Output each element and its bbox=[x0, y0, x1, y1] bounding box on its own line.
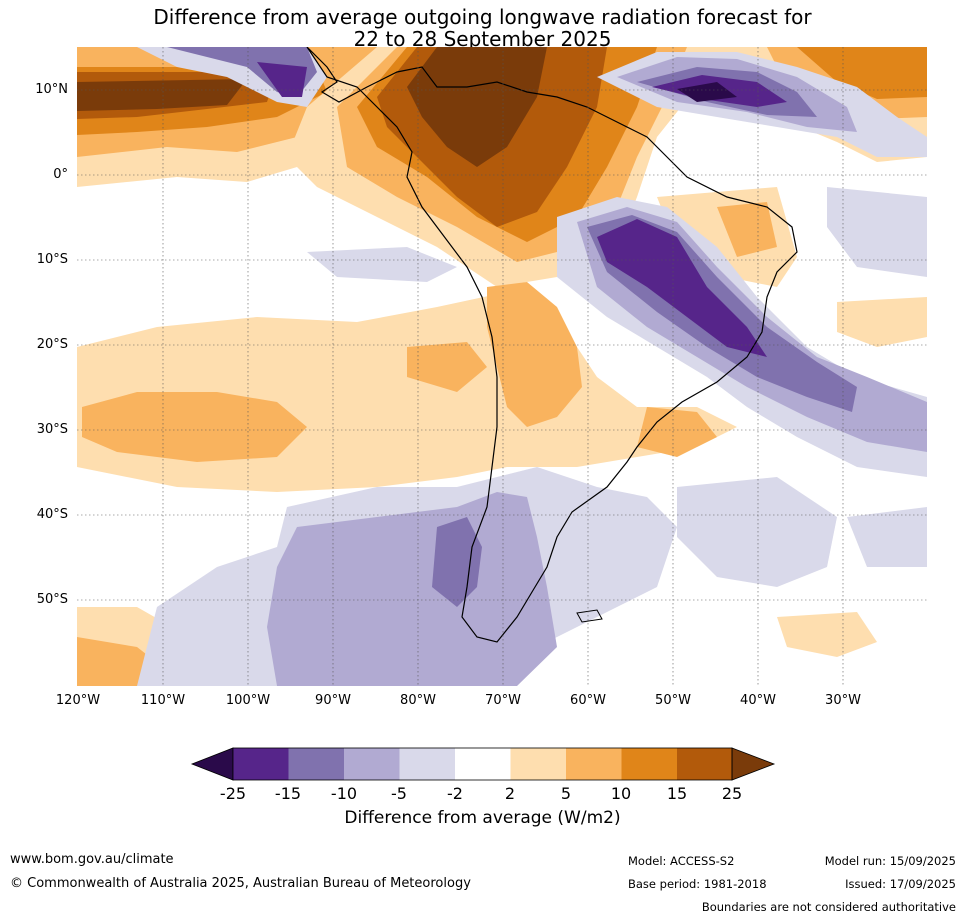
colorbar bbox=[190, 747, 776, 781]
lon-label-50w: 50°W bbox=[655, 693, 691, 708]
colorbar-bin-6 bbox=[510, 748, 566, 780]
coastline bbox=[306, 47, 798, 643]
lon-label-30w: 30°W bbox=[825, 693, 861, 708]
lon-label-120w: 120°W bbox=[55, 693, 101, 708]
colorbar-tick-minus5: -5 bbox=[391, 784, 407, 803]
colorbar-tick-25: 25 bbox=[721, 784, 743, 803]
colorbar-max-arrow bbox=[731, 747, 776, 781]
boundaries-disclaimer: Boundaries are not considered authoritat… bbox=[701, 900, 956, 914]
lat-label-10n: 10°N bbox=[35, 82, 68, 97]
colorbar-tick-minus10: -10 bbox=[330, 784, 358, 803]
colorbar-tick-minus15: -15 bbox=[274, 784, 302, 803]
copyright-notice: © Commonwealth of Australia 2025, Austra… bbox=[10, 876, 471, 891]
base-period: Base period: 1981-2018 bbox=[628, 877, 767, 891]
map-title-line1: Difference from average outgoing longwav… bbox=[153, 5, 812, 29]
colorbar-tick-2: 2 bbox=[504, 784, 516, 803]
gridlines bbox=[77, 47, 927, 686]
colorbar-bin-2 bbox=[288, 748, 344, 780]
model-run-date: Model run: 15/09/2025 bbox=[824, 854, 956, 868]
lon-label-40w: 40°W bbox=[740, 693, 776, 708]
lon-label-70w: 70°W bbox=[485, 693, 521, 708]
map-title-line2: 22 to 28 September 2025 bbox=[353, 27, 612, 51]
lat-label-40s: 40°S bbox=[36, 507, 68, 522]
bom-website-link[interactable]: www.bom.gov.au/climate bbox=[10, 852, 174, 867]
falkland-islands bbox=[576, 609, 603, 623]
model-name: Model: ACCESS-S2 bbox=[628, 854, 735, 868]
colorbar-tick-5: 5 bbox=[560, 784, 572, 803]
lon-label-80w: 80°W bbox=[400, 693, 436, 708]
issued-date: Issued: 17/09/2025 bbox=[845, 877, 956, 891]
lon-label-110w: 110°W bbox=[140, 693, 186, 708]
colorbar-bin-1 bbox=[233, 748, 289, 780]
lon-label-60w: 60°W bbox=[570, 693, 606, 708]
colorbar-bin-8 bbox=[621, 748, 677, 780]
colorbar-tick-15: 15 bbox=[666, 784, 688, 803]
colorbar-bin-4 bbox=[399, 748, 455, 780]
lat-label-20s: 20°S bbox=[36, 337, 68, 352]
colorbar-tick-minus25: -25 bbox=[219, 784, 247, 803]
lat-label-30s: 30°S bbox=[36, 422, 68, 437]
colorbar-bin-7 bbox=[566, 748, 622, 780]
colorbar-label: Difference from average (W/m2) bbox=[344, 808, 621, 828]
colorbar-tick-minus2: -2 bbox=[447, 784, 463, 803]
lat-label-10s: 10°S bbox=[36, 252, 68, 267]
lat-label-50s: 50°S bbox=[36, 592, 68, 607]
colorbar-bin-5 bbox=[455, 748, 511, 780]
negative-anomaly-shading bbox=[137, 47, 927, 686]
lon-label-100w: 100°W bbox=[225, 693, 271, 708]
lon-label-90w: 90°W bbox=[315, 693, 351, 708]
colorbar-bin-9 bbox=[677, 748, 732, 780]
olr-anomaly-map bbox=[77, 47, 927, 686]
lat-label-0: 0° bbox=[53, 167, 68, 182]
colorbar-tick-10: 10 bbox=[610, 784, 632, 803]
colorbar-bin-3 bbox=[344, 748, 400, 780]
colorbar-min-arrow bbox=[190, 747, 234, 781]
